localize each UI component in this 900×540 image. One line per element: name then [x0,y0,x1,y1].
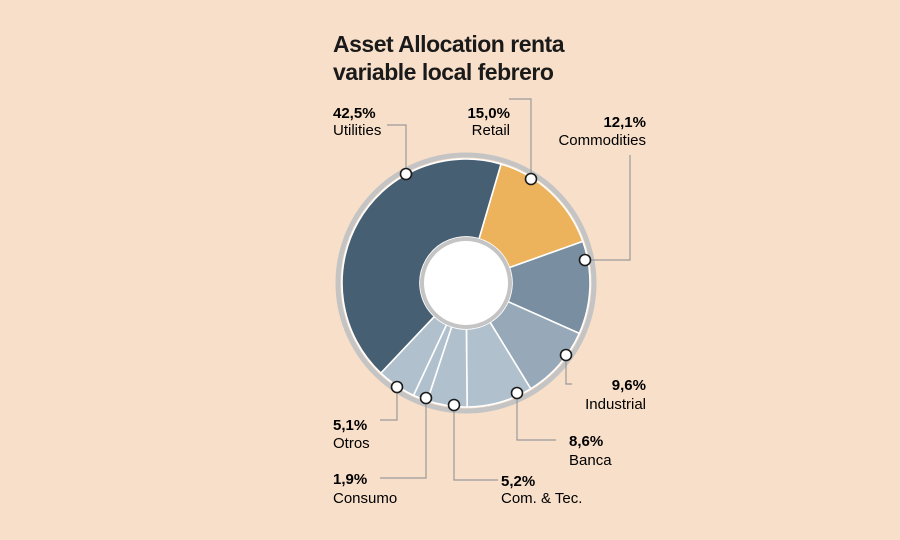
category-label-industrial: Industrial [585,396,646,413]
leader-line-industrial [565,355,572,385]
value-label-retail: 15,0% [467,105,510,122]
chart-title-line-1: Asset Allocation renta [333,31,564,57]
marker-dot-banca [510,386,524,400]
marker-dot-industrial [559,348,573,362]
leader-line-banca [516,393,556,441]
marker-dot-consumo [419,391,433,405]
leader-line-utilities [387,124,407,174]
leader-line-consumo [380,398,427,479]
category-label-com-tec: Com. & Tec. [501,490,582,507]
value-label-industrial: 9,6% [612,377,646,394]
leader-line-otros [380,387,398,421]
value-label-com-tec: 5,2% [501,473,535,490]
value-label-commodities: 12,1% [603,114,646,131]
category-label-otros: Otros [333,435,370,452]
marker-dot-com-tec [447,398,461,412]
marker-dot-retail [524,172,538,186]
donut-outer-ring [335,152,597,414]
value-label-otros: 5,1% [333,417,367,434]
donut-center-hole [420,237,512,329]
value-label-banca: 8,6% [569,433,603,450]
category-label-retail: Retail [472,122,510,139]
value-label-utilities: 42,5% [333,105,376,122]
marker-dot-commodities [578,253,592,267]
value-label-consumo: 1,9% [333,471,367,488]
marker-dot-utilities [399,167,413,181]
chart-title-line-2: variable local febrero [333,59,554,85]
marker-dot-otros [390,380,404,394]
leader-line-com-tec [453,405,498,481]
leader-line-commodities [585,155,631,261]
leader-line-retail [509,98,532,179]
category-label-consumo: Consumo [333,490,397,507]
category-label-banca: Banca [569,452,612,469]
category-label-utilities: Utilities [333,122,381,139]
chart-title: Asset Allocation renta variable local fe… [333,30,564,86]
category-label-commodities: Commodities [558,132,646,149]
